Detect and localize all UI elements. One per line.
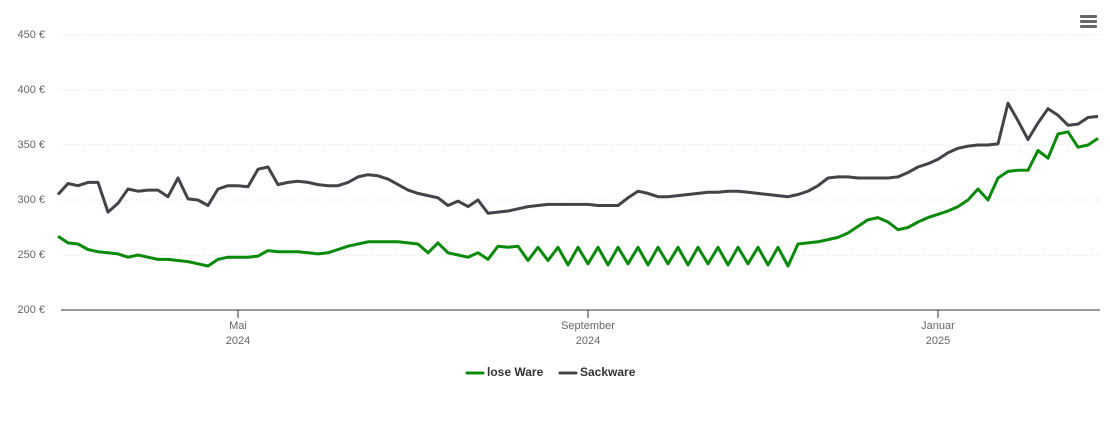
- y-tick-label: 250 €: [17, 249, 45, 261]
- y-tick-label: 450 €: [17, 29, 45, 41]
- series-line: [56, 101, 1099, 215]
- menu-icon[interactable]: [1080, 15, 1097, 28]
- x-tick-label: September 2024: [561, 320, 615, 347]
- y-tick-label: 400 €: [17, 84, 45, 96]
- menu-bar: [1080, 25, 1097, 28]
- legend-label: Sackware: [580, 365, 636, 379]
- y-tick-label: 300 €: [17, 194, 45, 206]
- legend-item[interactable]: Sackware: [558, 365, 636, 379]
- y-tick-label: 200 €: [17, 304, 45, 316]
- x-tick-label: Januar 2025: [921, 320, 955, 347]
- series-line: [57, 130, 1099, 268]
- x-tick-label: Mai 2024: [226, 320, 250, 347]
- menu-bar: [1080, 20, 1097, 23]
- y-tick-label: 350 €: [17, 139, 45, 151]
- legend-item[interactable]: lose Ware: [465, 365, 544, 379]
- menu-bar: [1080, 15, 1097, 18]
- legend-label: lose Ware: [487, 365, 544, 379]
